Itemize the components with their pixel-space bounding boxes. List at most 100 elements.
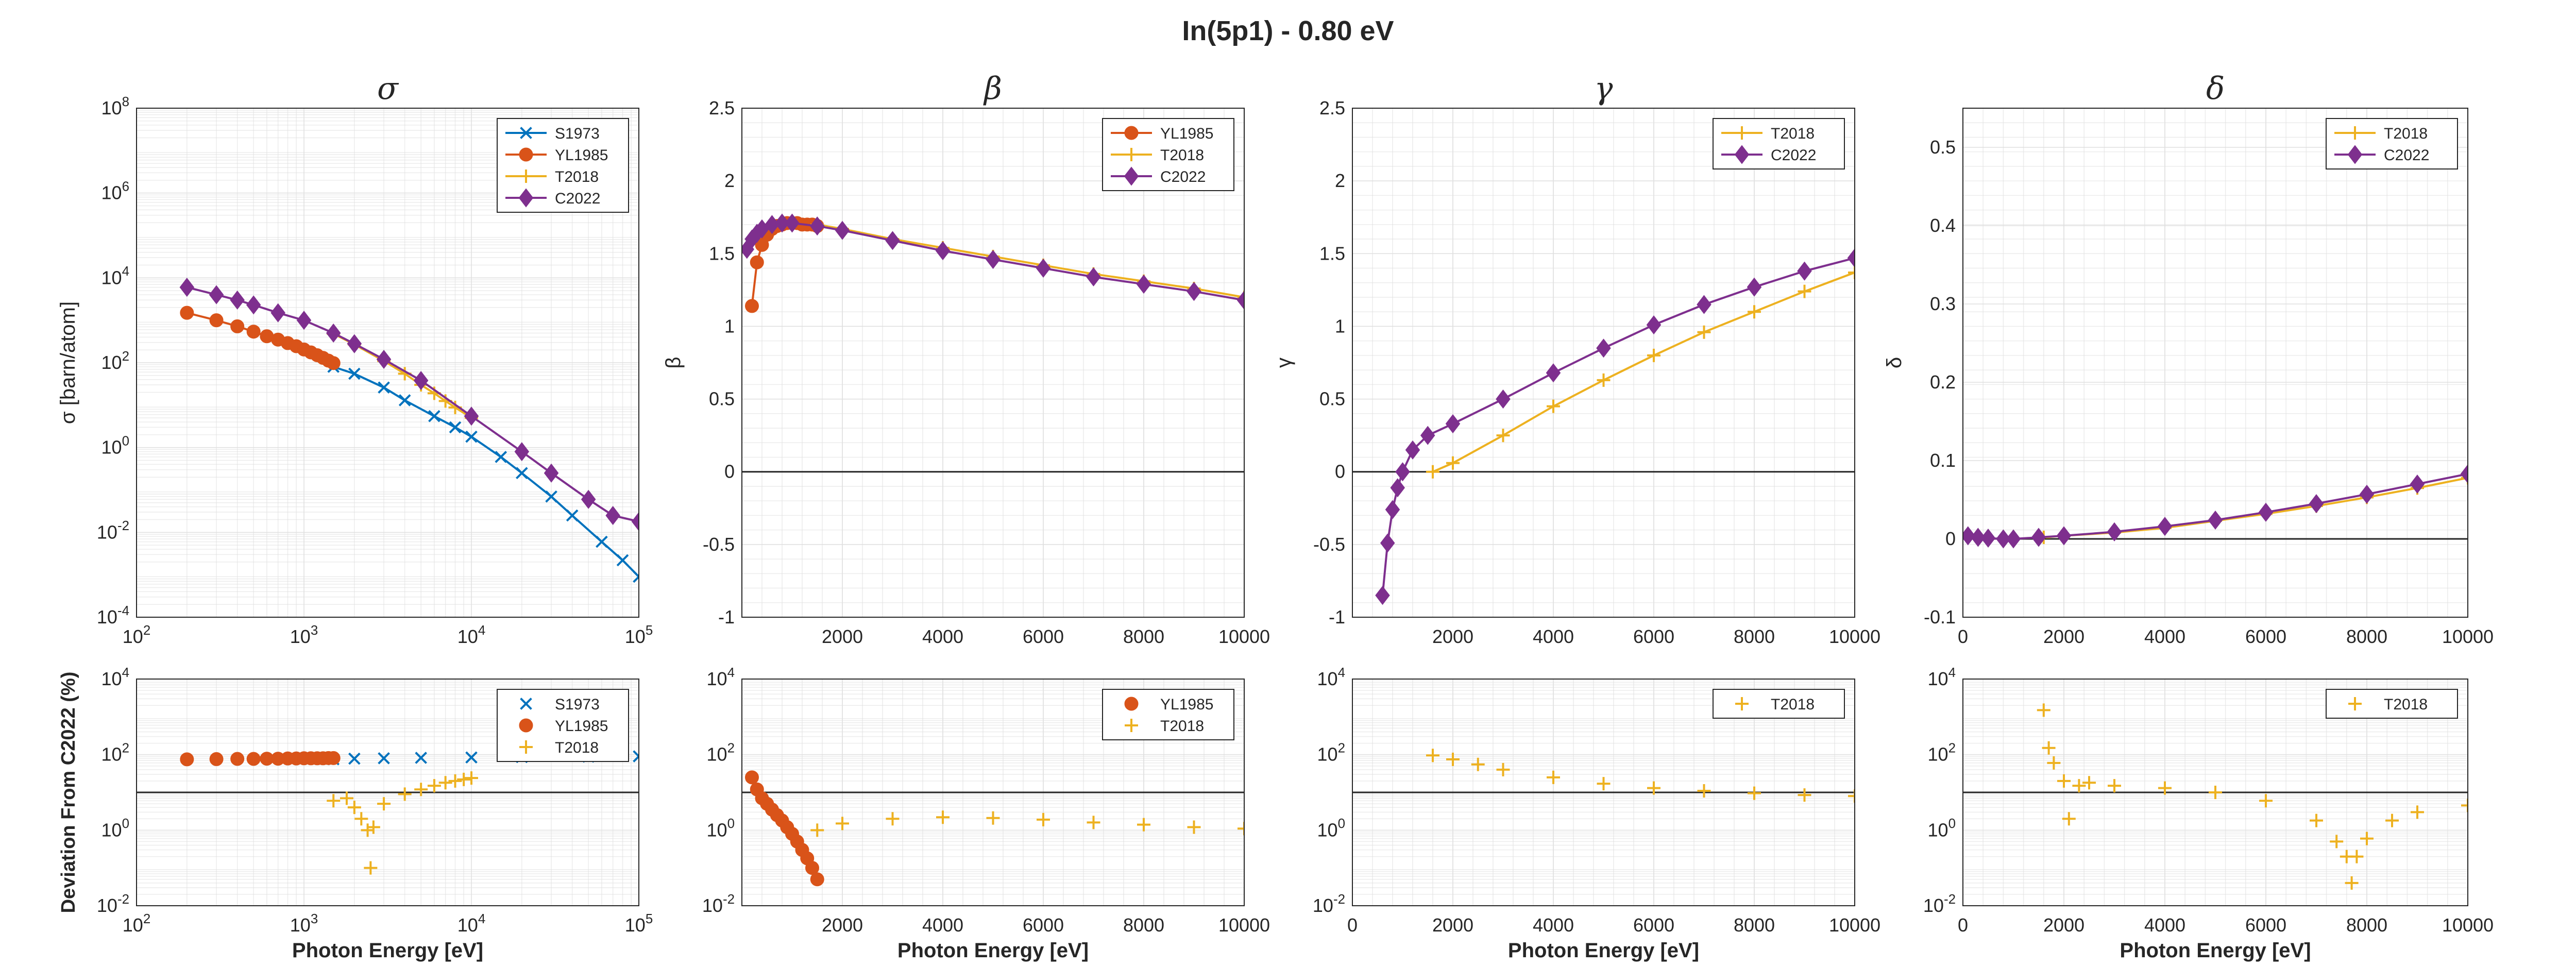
panel-dev-beta: 2000 4000 6000 8000 1000010-2100102104Photon… bbox=[702, 666, 1270, 962]
series-group bbox=[742, 213, 1244, 313]
legend-label: C2022 bbox=[1771, 147, 1816, 164]
x-tick-label: 2000 bbox=[1432, 626, 1473, 647]
data-point-C2022 bbox=[179, 278, 195, 297]
x-tick-label: 10000 bbox=[1218, 914, 1270, 936]
legend-label: T2018 bbox=[1771, 696, 1815, 713]
data-point-C2022 bbox=[2309, 494, 2324, 514]
data-point-YL1985 bbox=[180, 306, 194, 320]
data-point-C2022 bbox=[209, 285, 224, 304]
x-tick-label: 4000 bbox=[2144, 914, 2185, 936]
data-point-T2018 bbox=[936, 810, 950, 824]
series-YL1985 bbox=[180, 306, 341, 370]
y-tick-label: 2.5 bbox=[1319, 97, 1345, 118]
data-point-YL1985 bbox=[326, 751, 341, 765]
data-point-C2022 bbox=[581, 489, 596, 509]
x-tick-label: 10000 bbox=[1829, 914, 1880, 936]
series-group bbox=[745, 770, 1244, 887]
legend-marker bbox=[2348, 697, 2362, 710]
x-tick-label: 2000 bbox=[1432, 914, 1473, 936]
data-point-S1973 bbox=[449, 421, 462, 434]
series-C2022 bbox=[179, 278, 639, 531]
series-YL1985 bbox=[745, 770, 824, 887]
y-tick-label: 104 bbox=[101, 264, 129, 288]
y-tick-label: 0 bbox=[724, 461, 735, 482]
series-group bbox=[2037, 703, 2468, 890]
data-point-S1973 bbox=[378, 752, 390, 765]
data-point-S1973 bbox=[348, 752, 361, 765]
y-tick-label: -1 bbox=[718, 606, 735, 628]
legend-entry-T2018: T2018 bbox=[2348, 696, 2428, 713]
data-point-T2018 bbox=[2072, 779, 2086, 793]
legend-entry-C2022: C2022 bbox=[1721, 145, 1816, 164]
y-tick-label: 100 bbox=[1317, 817, 1345, 840]
data-point-YL1985 bbox=[209, 752, 224, 766]
y-axis-label: δ bbox=[1883, 357, 1906, 368]
data-point-C2022 bbox=[246, 295, 261, 315]
data-point-C2022 bbox=[2460, 464, 2468, 484]
legend-label: YL1985 bbox=[555, 147, 608, 164]
x-tick-label: 2000 bbox=[2043, 626, 2084, 647]
legend-marker bbox=[1125, 719, 1138, 732]
x-tick-label: 102 bbox=[123, 623, 150, 647]
data-point-S1973 bbox=[415, 752, 427, 764]
legend-marker bbox=[519, 147, 533, 162]
data-point-C2022 bbox=[347, 334, 362, 353]
y-tick-label: 0.3 bbox=[1930, 293, 1956, 314]
data-point-T2018 bbox=[361, 823, 375, 837]
data-point-T2018 bbox=[1647, 781, 1660, 795]
legend-entry-YL1985: YL1985 bbox=[1124, 696, 1213, 713]
x-tick-label: 2000 bbox=[822, 914, 863, 936]
legend: T2018 bbox=[1713, 689, 1845, 719]
data-point-T2018 bbox=[398, 787, 412, 801]
data-point-S1973 bbox=[516, 467, 528, 480]
data-point-T2018 bbox=[2062, 812, 2076, 826]
data-point-C2022 bbox=[2410, 474, 2425, 494]
legend: S1973 YL1985 T2018 C2022 bbox=[497, 118, 629, 213]
y-axis-label: γ bbox=[1273, 358, 1295, 368]
x-tick-label: 6000 bbox=[1633, 914, 1674, 936]
data-point-C2022 bbox=[1646, 315, 1662, 335]
legend-entry-T2018: T2018 bbox=[1735, 696, 1815, 713]
data-point-S1973 bbox=[495, 451, 507, 463]
legend-label: C2022 bbox=[1160, 168, 1206, 185]
data-point-T2018 bbox=[2042, 741, 2056, 755]
data-point-C2022 bbox=[935, 241, 951, 261]
data-point-YL1985 bbox=[810, 872, 824, 887]
data-point-S1973 bbox=[378, 381, 390, 394]
data-point-YL1985 bbox=[230, 752, 245, 766]
data-point-T2018 bbox=[364, 861, 378, 875]
y-tick-label: 0 bbox=[1945, 528, 1956, 549]
legend-box bbox=[1713, 689, 1845, 719]
legend-label: T2018 bbox=[2384, 125, 2428, 142]
data-point-S1973 bbox=[566, 509, 579, 522]
y-axis-label: β bbox=[662, 357, 685, 368]
series-group bbox=[1375, 248, 1855, 605]
panel-dev-delta: 0 2000 4000 6000 8000 1000010-2100102104Photo… bbox=[1923, 666, 2494, 962]
legend: T2018 bbox=[2326, 689, 2458, 719]
legend-entry-YL1985: YL1985 bbox=[1111, 125, 1213, 142]
data-point-T2018 bbox=[1597, 373, 1611, 387]
data-point-C2022 bbox=[1420, 426, 1435, 445]
data-point-T2018 bbox=[1137, 818, 1150, 832]
data-point-T2018 bbox=[2330, 835, 2344, 849]
y-tick-label: -0.5 bbox=[1313, 534, 1345, 555]
data-point-C2022 bbox=[544, 463, 559, 483]
data-point-YL1985 bbox=[745, 770, 759, 785]
data-point-T2018 bbox=[1238, 822, 1244, 836]
series-line-T2018 bbox=[817, 223, 1244, 298]
legend-label: S1973 bbox=[555, 696, 600, 713]
data-point-C2022 bbox=[1405, 440, 1420, 460]
data-point-T2018 bbox=[1471, 757, 1485, 771]
data-point-S1973 bbox=[633, 750, 639, 762]
y-tick-label: 2.5 bbox=[709, 97, 735, 118]
y-axis-label: Deviation From C2022 (%) bbox=[58, 672, 79, 913]
data-point-C2022 bbox=[2208, 510, 2223, 530]
legend-label: YL1985 bbox=[1160, 125, 1213, 142]
data-point-YL1985 bbox=[246, 752, 261, 766]
panel-title: δ bbox=[2206, 71, 2225, 107]
legend-entry-C2022: C2022 bbox=[1111, 166, 1206, 186]
y-tick-label: 1 bbox=[724, 315, 735, 336]
data-point-YL1985 bbox=[745, 299, 759, 313]
